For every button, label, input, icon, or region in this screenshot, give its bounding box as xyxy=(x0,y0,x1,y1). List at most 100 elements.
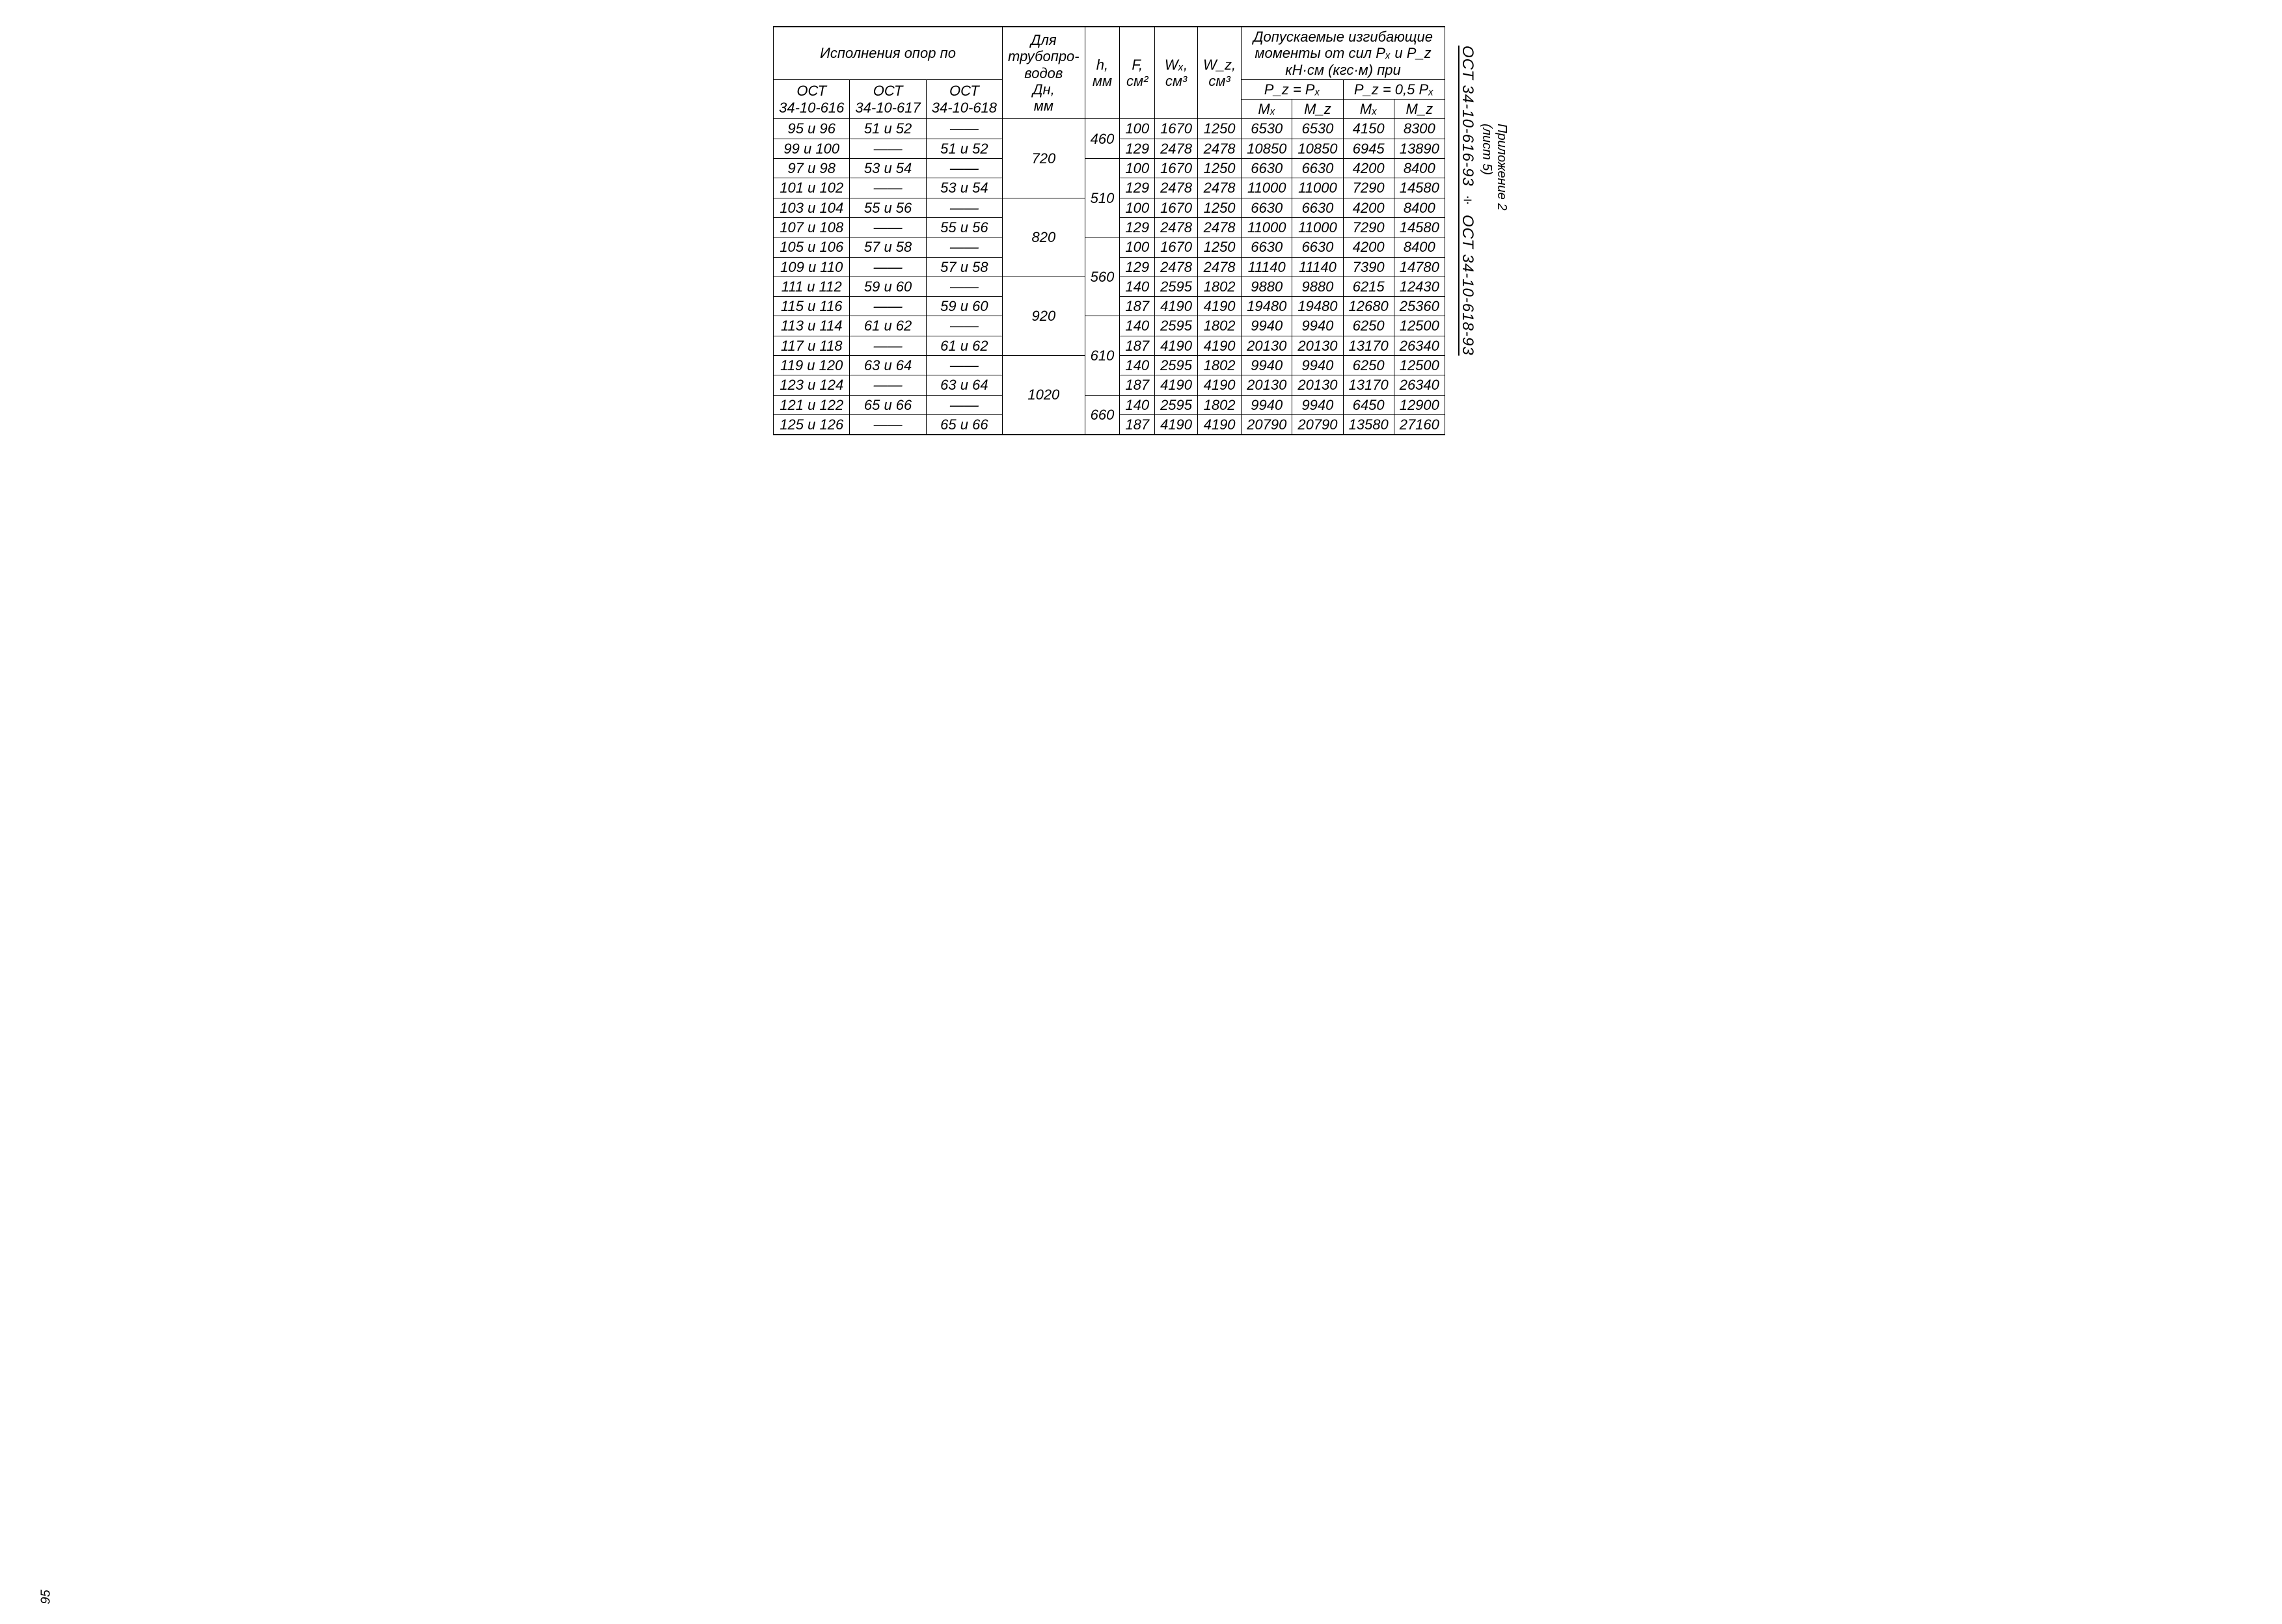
header-h: h,мм xyxy=(1085,27,1120,119)
table-cell: 20130 xyxy=(1242,336,1292,355)
table-cell: 2595 xyxy=(1155,356,1198,375)
table-cell: 1250 xyxy=(1198,119,1242,139)
table-cell: —— xyxy=(850,375,926,395)
table-cell: 107 и 108 xyxy=(774,217,850,237)
table-cell: 57 и 58 xyxy=(926,257,1002,277)
table-row: 95 и 9651 и 52——720460100167012506530653… xyxy=(774,119,1445,139)
table-cell: 1250 xyxy=(1198,159,1242,178)
table-cell: 4190 xyxy=(1198,414,1242,435)
table-cell: 123 и 124 xyxy=(774,375,850,395)
table-cell: 1250 xyxy=(1198,237,1242,257)
table-cell: 7290 xyxy=(1343,178,1394,198)
table-cell: 10850 xyxy=(1242,139,1292,158)
table-cell: 2478 xyxy=(1198,178,1242,198)
header-f: F,см² xyxy=(1120,27,1155,119)
table-cell: 1250 xyxy=(1198,198,1242,217)
table-cell: 12680 xyxy=(1343,297,1394,316)
table-cell: 6530 xyxy=(1242,119,1292,139)
table-cell: 510 xyxy=(1085,159,1120,237)
table-cell: 11000 xyxy=(1242,217,1292,237)
table-cell: 8300 xyxy=(1394,119,1445,139)
table-cell: 59 и 60 xyxy=(850,277,926,296)
table-cell: 2478 xyxy=(1198,217,1242,237)
table-cell: —— xyxy=(850,297,926,316)
table-cell: 59 и 60 xyxy=(926,297,1002,316)
table-cell: 11000 xyxy=(1292,217,1343,237)
table-cell: —— xyxy=(926,277,1002,296)
table-cell: 121 и 122 xyxy=(774,395,850,414)
table-cell: —— xyxy=(926,198,1002,217)
header-dn: Длятрубопро-водовДн,мм xyxy=(1003,27,1085,119)
table-cell: 11140 xyxy=(1292,257,1343,277)
table-cell: 11140 xyxy=(1242,257,1292,277)
table-cell: 2478 xyxy=(1155,257,1198,277)
table-cell: 2478 xyxy=(1155,217,1198,237)
table-cell: —— xyxy=(850,414,926,435)
table-cell: 4190 xyxy=(1198,375,1242,395)
table-row: 105 и 10657 и 58——5601001670125066306630… xyxy=(774,237,1445,257)
table-cell: 65 и 66 xyxy=(850,395,926,414)
table-cell: —— xyxy=(850,139,926,158)
table-cell: 1802 xyxy=(1198,316,1242,336)
table-cell: 6250 xyxy=(1343,316,1394,336)
table-cell: —— xyxy=(926,316,1002,336)
table-cell: 13890 xyxy=(1394,139,1445,158)
table-cell: 187 xyxy=(1120,336,1155,355)
table-cell: 2595 xyxy=(1155,395,1198,414)
table-cell: —— xyxy=(926,119,1002,139)
table-cell: 14580 xyxy=(1394,178,1445,198)
table-cell: 4190 xyxy=(1155,414,1198,435)
table-cell: 25360 xyxy=(1394,297,1445,316)
table-cell: 111 и 112 xyxy=(774,277,850,296)
table-cell: 6630 xyxy=(1242,159,1292,178)
table-cell: 6630 xyxy=(1242,237,1292,257)
header-mz1: M_z xyxy=(1292,100,1343,119)
table-cell: 9940 xyxy=(1242,316,1292,336)
table-cell: 51 и 52 xyxy=(850,119,926,139)
table-cell: —— xyxy=(926,356,1002,375)
table-cell: 460 xyxy=(1085,119,1120,159)
table-cell: 14580 xyxy=(1394,217,1445,237)
header-ost616: ОСТ34-10-616 xyxy=(774,79,850,119)
table-cell: 1802 xyxy=(1198,356,1242,375)
table-cell: 53 и 54 xyxy=(850,159,926,178)
side-subtitle: Приложение 2(лист 5) xyxy=(1479,26,1509,211)
table-cell: 6530 xyxy=(1292,119,1343,139)
table-cell: —— xyxy=(850,336,926,355)
table-cell: 9940 xyxy=(1292,395,1343,414)
table-cell: 100 xyxy=(1120,237,1155,257)
table-cell: 57 и 58 xyxy=(850,237,926,257)
table-cell: 2478 xyxy=(1155,139,1198,158)
table-cell: 53 и 54 xyxy=(926,178,1002,198)
table-cell: 99 и 100 xyxy=(774,139,850,158)
table-row: 97 и 9853 и 54——510100167012506630663042… xyxy=(774,159,1445,178)
table-cell: 12500 xyxy=(1394,356,1445,375)
table-cell: 4200 xyxy=(1343,237,1394,257)
table-cell: 20790 xyxy=(1292,414,1343,435)
engineering-table: Исполнения опор по Длятрубопро-водовДн,м… xyxy=(773,26,1445,435)
table-cell: 8400 xyxy=(1394,159,1445,178)
table-cell: 140 xyxy=(1120,277,1155,296)
table-cell: 20130 xyxy=(1292,336,1343,355)
table-cell: 610 xyxy=(1085,316,1120,395)
table-cell: 55 и 56 xyxy=(926,217,1002,237)
table-cell: 119 и 120 xyxy=(774,356,850,375)
table-cell: —— xyxy=(926,395,1002,414)
table-cell: 61 и 62 xyxy=(850,316,926,336)
table-body: 95 и 9651 и 52——720460100167012506530653… xyxy=(774,119,1445,435)
table-cell: 129 xyxy=(1120,257,1155,277)
table-cell: 6630 xyxy=(1242,198,1292,217)
table-cell: 7390 xyxy=(1343,257,1394,277)
table-cell: 187 xyxy=(1120,297,1155,316)
table-cell: 14780 xyxy=(1394,257,1445,277)
table-cell: —— xyxy=(850,178,926,198)
table-cell: —— xyxy=(926,159,1002,178)
table-cell: 10850 xyxy=(1292,139,1343,158)
table-cell: 117 и 118 xyxy=(774,336,850,355)
table-cell: 13170 xyxy=(1343,336,1394,355)
table-cell: 6630 xyxy=(1292,237,1343,257)
header-mz2: M_z xyxy=(1394,100,1445,119)
table-cell: 100 xyxy=(1120,159,1155,178)
table-cell: 4200 xyxy=(1343,198,1394,217)
table-cell: 2595 xyxy=(1155,316,1198,336)
